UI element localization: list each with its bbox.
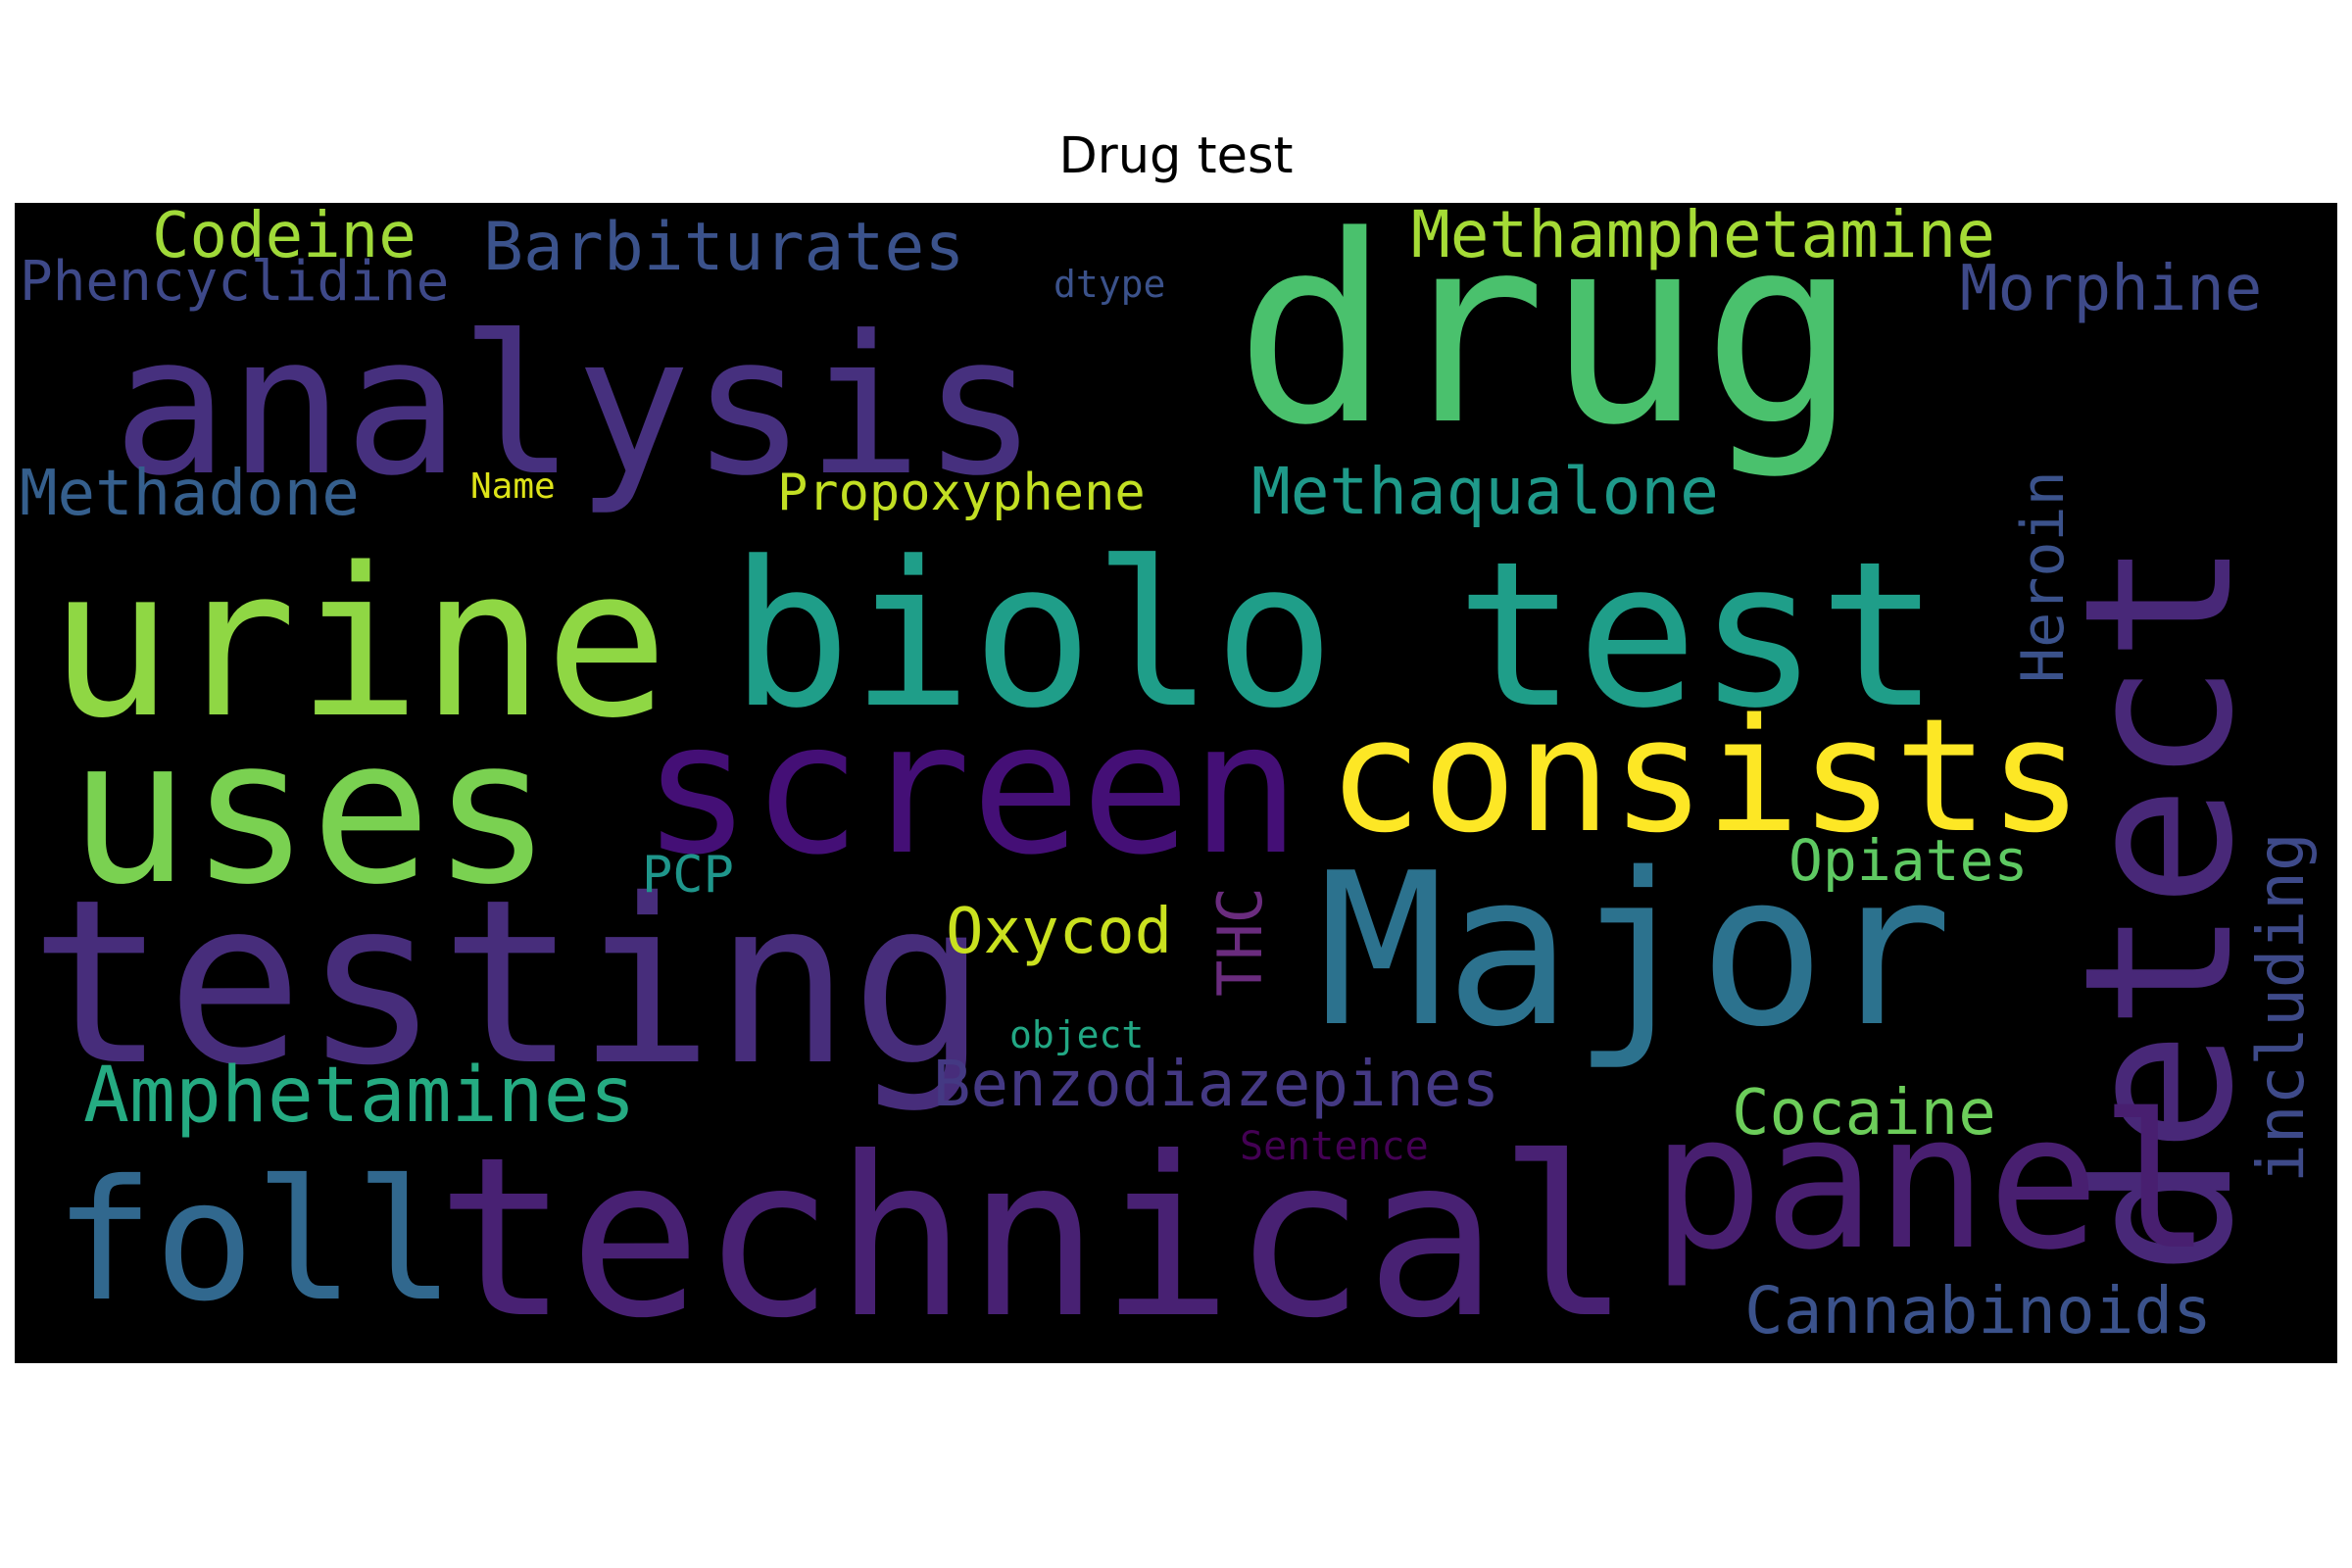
word-morphine: Morphine — [1960, 253, 2263, 325]
word-cocaine: Cocaine — [1732, 1077, 1996, 1150]
word-phencyclidine: Phencyclidine — [20, 250, 450, 314]
word-including: including — [2243, 832, 2319, 1183]
word-opiates: Opiates — [1788, 827, 2029, 894]
word-drug: drug — [1235, 203, 1858, 482]
word-urine: urine — [49, 523, 669, 763]
word-benzodiazepines: Benzodiazepines — [933, 1049, 1499, 1121]
page-title: Drug test — [1058, 127, 1294, 185]
word-methadone: Methadone — [20, 458, 360, 530]
word-codeine: Codeine — [152, 203, 416, 272]
word-major: Major — [1318, 827, 1953, 1073]
word-testing: testing — [29, 851, 988, 1115]
word-dtype: dtype — [1054, 263, 1166, 306]
word-biolo-test: biolo test — [730, 519, 1940, 753]
word-name: Name — [470, 466, 556, 507]
word-uses: uses — [69, 696, 553, 929]
word-analysis: analysis — [113, 295, 1039, 518]
word-cannabinoids: Cannabinoids — [1744, 1273, 2212, 1348]
word-thc: THC — [1204, 887, 1276, 997]
word-propoxyphene: Propoxyphene — [777, 464, 1146, 522]
word-sentence: Sentence — [1240, 1124, 1429, 1169]
word-object: object — [1009, 1013, 1145, 1056]
word-methamphetamine: Methamphetamine — [1411, 203, 1996, 272]
word-panel: panel — [1651, 1074, 2212, 1291]
word-pcp: PCP — [642, 846, 734, 905]
word-amphetamines: Amphetamines — [83, 1052, 636, 1140]
word-heroin: Heroin — [2009, 470, 2078, 683]
word-barbiturates: Barbiturates — [483, 209, 965, 286]
word-cloud: drug analysis biolo test urine uses scre… — [15, 203, 2337, 1363]
word-methaqualone: Methaqualone — [1251, 454, 1719, 529]
word-consists: consists — [1328, 684, 2083, 867]
word-technical: technical — [436, 1110, 1632, 1363]
word-foll: foll — [54, 1145, 456, 1339]
word-screen: screen — [642, 682, 1300, 895]
word-oxycod: Oxycod — [946, 896, 1173, 968]
